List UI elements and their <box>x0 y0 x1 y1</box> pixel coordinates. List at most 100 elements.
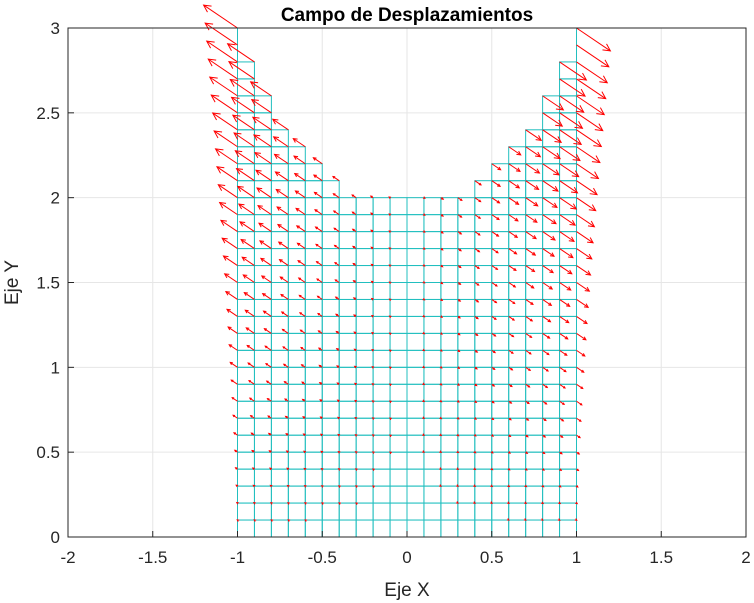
displacement-arrow <box>542 265 555 274</box>
displacement-arrow <box>235 167 255 182</box>
displacement-arrow <box>299 329 306 334</box>
displacement-arrow <box>249 415 255 419</box>
displacement-arrow <box>542 332 551 339</box>
displacement-arrow <box>559 197 578 210</box>
displacement-arrow <box>274 171 289 182</box>
displacement-arrow <box>298 294 306 300</box>
displacement-arrow <box>457 265 462 269</box>
displacement-arrow <box>235 501 239 505</box>
displacement-arrow <box>474 316 479 320</box>
displacement-arrow <box>422 264 426 267</box>
displacement-arrow <box>525 129 543 141</box>
displacement-arrow <box>259 257 272 266</box>
displacement-arrow <box>222 255 238 266</box>
displacement-arrow <box>272 136 289 148</box>
displacement-arrow <box>422 331 426 335</box>
displacement-arrow <box>559 332 569 340</box>
displacement-arrow <box>439 365 443 369</box>
displacement-arrow <box>559 299 571 307</box>
displacement-arrow <box>221 237 238 249</box>
displacement-arrow <box>422 196 426 199</box>
displacement-arrow <box>276 206 289 216</box>
displacement-arrow <box>202 4 238 29</box>
displacement-arrow <box>388 383 392 387</box>
displacement-arrow <box>525 248 537 256</box>
displacement-arrow <box>525 214 538 223</box>
displacement-arrow <box>226 308 238 317</box>
displacement-arrow <box>559 146 581 162</box>
displacement-arrow <box>422 399 426 403</box>
displacement-arrow <box>559 400 566 406</box>
mesh-element <box>270 129 289 148</box>
displacement-arrow <box>439 349 443 352</box>
displacement-arrow <box>525 451 529 454</box>
displacement-arrow <box>244 309 255 317</box>
displacement-arrow <box>334 262 340 266</box>
displacement-arrow <box>260 275 272 283</box>
displacement-arrow <box>508 383 513 388</box>
displacement-arrow <box>422 433 426 436</box>
displacement-arrow <box>371 349 375 352</box>
displacement-arrow <box>232 414 238 419</box>
displacement-arrow <box>315 261 323 266</box>
displacement-arrow <box>241 256 255 266</box>
displacement-arrow <box>332 175 340 182</box>
displacement-arrow <box>507 467 511 471</box>
displacement-arrow <box>542 197 558 208</box>
x-axis-label: Eje X <box>384 580 430 601</box>
displacement-arrow <box>508 417 512 421</box>
displacement-arrow <box>371 434 375 437</box>
displacement-arrow <box>576 95 606 116</box>
displacement-arrow <box>271 118 289 131</box>
displacement-arrow <box>388 434 392 438</box>
displacement-arrow <box>295 207 306 216</box>
displacement-arrow <box>214 148 238 165</box>
displacement-arrow <box>247 362 255 368</box>
displacement-arrow <box>371 383 375 386</box>
displacement-arrow <box>372 485 375 488</box>
displacement-arrow <box>474 265 480 270</box>
displacement-arrow <box>320 467 324 471</box>
displacement-arrow <box>525 417 530 421</box>
displacement-arrow <box>576 112 604 132</box>
displacement-arrow <box>317 312 323 317</box>
displacement-arrow <box>388 196 392 200</box>
displacement-arrow <box>335 330 340 334</box>
displacement-arrow <box>422 297 426 301</box>
displacement-arrow <box>525 180 540 191</box>
displacement-arrow <box>210 94 238 114</box>
displacement-arrow <box>250 432 255 436</box>
displacement-arrow <box>303 502 307 505</box>
displacement-arrow <box>337 450 341 454</box>
displacement-arrow <box>541 501 545 505</box>
displacement-arrow <box>371 400 375 403</box>
displacement-arrow <box>576 383 584 390</box>
displacement-arrow <box>265 363 272 368</box>
displacement-arrow <box>297 277 306 283</box>
displacement-arrow <box>491 383 496 387</box>
displacement-arrow <box>334 279 340 283</box>
displacement-arrow <box>455 501 459 504</box>
displacement-arrow <box>351 211 357 216</box>
displacement-arrow <box>230 96 255 114</box>
displacement-arrow <box>576 468 580 472</box>
displacement-arrow <box>559 231 575 242</box>
y-tick-label: 1 <box>51 358 60 377</box>
displacement-arrow <box>457 315 461 319</box>
displacement-arrow <box>312 174 323 182</box>
displacement-arrow <box>440 298 444 302</box>
displacement-arrow <box>473 450 477 454</box>
displacement-arrow <box>473 433 477 437</box>
displacement-arrow <box>508 282 517 288</box>
y-tick-label: 2 <box>51 189 60 208</box>
displacement-arrow <box>280 311 289 317</box>
displacement-arrow <box>524 501 528 505</box>
displacement-arrow <box>559 366 567 373</box>
displacement-arrow <box>508 332 515 338</box>
displacement-arrow <box>576 61 609 84</box>
displacement-arrow <box>439 382 443 386</box>
y-axis-label: Eje Y <box>2 260 23 305</box>
displacement-arrow <box>267 432 272 436</box>
displacement-arrow <box>457 248 462 252</box>
